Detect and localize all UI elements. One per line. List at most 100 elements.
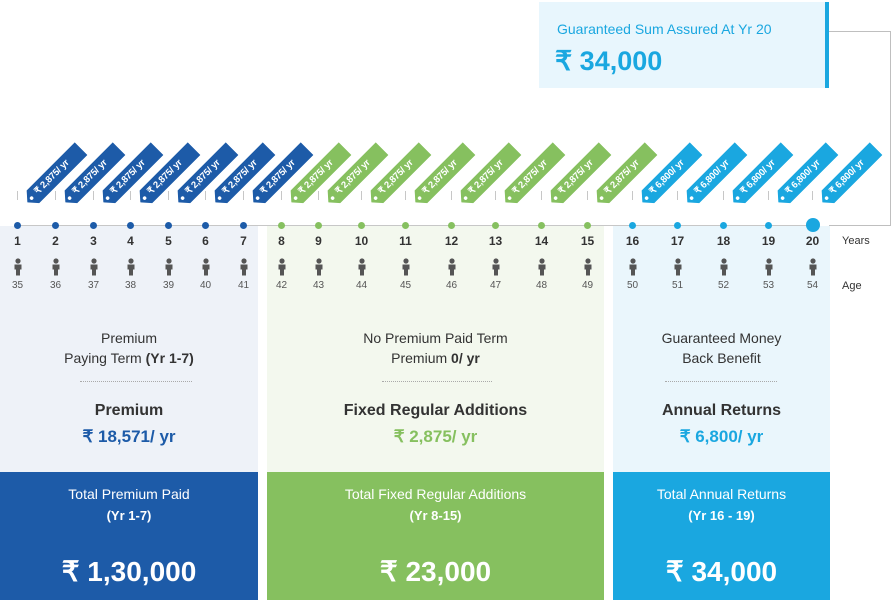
age-label: 37 xyxy=(87,280,100,291)
panel-title: No Premium Paid Term Premium 0/ yr xyxy=(363,330,508,366)
age-label: 42 xyxy=(275,280,288,291)
total-annual-returns-box: Total Annual Returns (Yr 16 - 19) ₹ 34,0… xyxy=(613,472,830,600)
annual-amount-tag: ₹ 2,875/ yr xyxy=(409,142,476,208)
divider xyxy=(665,381,777,382)
annual-amount-tag: ₹ 2,875/ yr xyxy=(247,142,314,208)
annual-amount-tag: ₹ 6,800/ yr xyxy=(681,142,748,208)
year-label: 2 xyxy=(52,234,59,248)
panel-heading: Premium xyxy=(94,402,164,419)
year-label: 12 xyxy=(444,234,459,248)
timeline-node xyxy=(202,221,209,229)
tag-stem xyxy=(168,191,169,200)
annual-amount-tag: ₹ 2,875/ yr xyxy=(97,142,164,208)
year-label: 3 xyxy=(90,234,97,248)
annual-amount-tag: ₹ 6,800/ yr xyxy=(727,142,794,208)
total-years: (Yr 16 - 19) xyxy=(688,508,755,523)
person-icon xyxy=(357,258,367,276)
age-label: 38 xyxy=(124,280,137,291)
age-label: 48 xyxy=(535,280,548,291)
tag-stem xyxy=(768,191,769,200)
tag-stem xyxy=(318,191,319,200)
annual-amount-tag: ₹ 2,875/ yr xyxy=(285,142,352,208)
tag-stem xyxy=(205,191,206,200)
age-label: 43 xyxy=(312,280,325,291)
total-value: ₹ 23,000 xyxy=(379,556,492,587)
sum-assured-value: ₹ 34,000 xyxy=(555,46,663,76)
timeline-node xyxy=(538,221,545,229)
timeline-node xyxy=(90,221,97,229)
year-label: 6 xyxy=(202,234,209,248)
panel-title: Premium Paying Term (Yr 1-7) xyxy=(64,330,194,366)
callout-connector-line xyxy=(829,31,891,226)
year-label: 11 xyxy=(399,234,412,248)
tag-stem xyxy=(812,191,813,200)
annual-amount-tag: ₹ 2,875/ yr xyxy=(172,142,239,208)
panel-rate: ₹ 18,571/ yr xyxy=(82,427,176,446)
timeline-node xyxy=(674,221,681,229)
total-value: ₹ 1,30,000 xyxy=(61,556,197,587)
timeline-node xyxy=(52,221,59,229)
timeline-node xyxy=(448,221,455,229)
tag-stem xyxy=(677,191,678,200)
age-label: 50 xyxy=(626,280,639,291)
age-label: 47 xyxy=(489,280,502,291)
person-icon xyxy=(164,258,174,276)
panel-title: Guaranteed Money Back Benefit xyxy=(661,330,782,366)
tag-stem xyxy=(130,191,131,200)
person-icon xyxy=(277,258,287,276)
person-icon xyxy=(447,258,457,276)
year-label: 13 xyxy=(488,234,503,248)
year-label: 17 xyxy=(670,234,685,248)
total-label: Total Annual Returns xyxy=(656,486,787,502)
tag-stem xyxy=(451,191,452,200)
timeline-node xyxy=(14,221,21,229)
sum-assured-label: Guaranteed Sum Assured At Yr 20 xyxy=(557,21,772,37)
year-label: 9 xyxy=(315,234,322,248)
tag-stem xyxy=(541,191,542,200)
divider xyxy=(80,381,192,382)
total-years: (Yr 8-15) xyxy=(409,508,462,523)
timeline-line xyxy=(16,225,812,226)
total-label: Total Fixed Regular Additions xyxy=(344,486,527,502)
age-label: 44 xyxy=(355,280,368,291)
year-label: 10 xyxy=(354,234,369,248)
timeline-node xyxy=(629,221,636,229)
year-label: 19 xyxy=(761,234,776,248)
annual-amount-tag: ₹ 6,800/ yr xyxy=(816,142,883,208)
age-axis-label: Age xyxy=(842,280,862,292)
tag-stem xyxy=(723,191,724,200)
annual-amount-tag: ₹ 2,875/ yr xyxy=(455,142,522,208)
person-icon xyxy=(239,258,249,276)
annual-amount-tag: ₹ 2,875/ yr xyxy=(545,142,612,208)
person-icon xyxy=(719,258,729,276)
total-fixed-additions-box: Total Fixed Regular Additions (Yr 8-15) … xyxy=(267,472,604,600)
tag-stem xyxy=(243,191,244,200)
person-icon xyxy=(89,258,99,276)
timeline-node xyxy=(492,221,499,229)
annual-amount-tag: ₹ 2,875/ yr xyxy=(322,142,389,208)
age-label: 35 xyxy=(11,280,24,291)
age-label: 45 xyxy=(399,280,412,291)
person-icon xyxy=(126,258,136,276)
year-label: 16 xyxy=(625,234,640,248)
panel-heading: Fixed Regular Additions xyxy=(343,402,528,419)
years-axis-label: Years xyxy=(842,235,870,247)
age-label: 40 xyxy=(199,280,212,291)
tag-stem xyxy=(361,191,362,200)
year-label: 18 xyxy=(716,234,731,248)
timeline-node xyxy=(127,221,134,229)
timeline-node xyxy=(765,221,772,229)
age-label: 52 xyxy=(717,280,730,291)
person-icon xyxy=(314,258,324,276)
timeline-node xyxy=(584,221,591,229)
tag-stem xyxy=(405,191,406,200)
year-label: 8 xyxy=(278,234,285,248)
annual-amount-tag: ₹ 2,875/ yr xyxy=(499,142,566,208)
timeline-node xyxy=(402,221,409,229)
tag-stem xyxy=(632,191,633,200)
year-label: 7 xyxy=(240,234,247,248)
annual-amount-tag: ₹ 6,800/ yr xyxy=(772,142,839,208)
annual-amount-tag: ₹ 2,875/ yr xyxy=(591,142,658,208)
age-label: 36 xyxy=(49,280,62,291)
person-icon xyxy=(673,258,683,276)
